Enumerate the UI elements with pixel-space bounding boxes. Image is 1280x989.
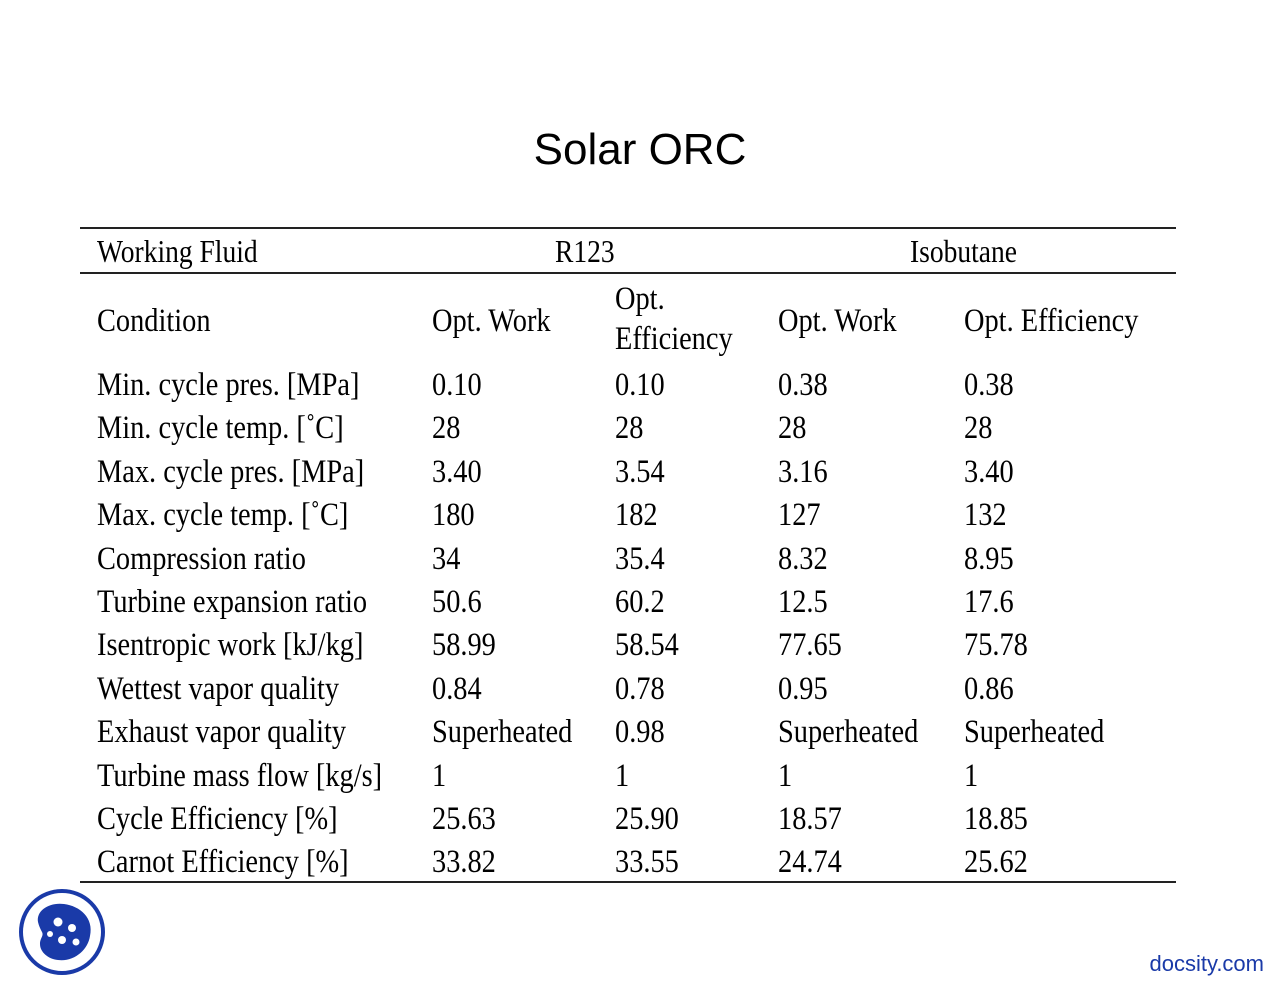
row-label: Max. cycle pres. [MPa]: [97, 453, 365, 490]
table-cell: 0.78: [615, 670, 665, 707]
table-cell: Superheated: [778, 714, 919, 751]
table-bottom-rule: [80, 881, 1176, 883]
table-cell: 0.84: [432, 670, 482, 707]
table-cell: 3.40: [432, 453, 482, 490]
table-cell: 180: [432, 497, 475, 534]
row-label: Exhaust vapor quality: [97, 714, 347, 751]
table-cell: 0.10: [432, 367, 482, 403]
table-cell: 18.57: [778, 801, 842, 837]
row-label: Cycle Efficiency [%]: [97, 801, 338, 837]
slide-title: Solar ORC: [533, 125, 747, 174]
row-label: Min. cycle temp. [˚C]: [97, 410, 344, 447]
table-cell: 12.5: [778, 584, 828, 620]
table-cell: 8.32: [778, 540, 828, 577]
row-label: Isentropic work [kJ/kg]: [97, 627, 364, 664]
condition-label: Condition: [97, 303, 211, 339]
table-cell: 28: [964, 410, 993, 447]
table-cell: 0.98: [615, 714, 665, 751]
table-cell: 0.10: [615, 367, 665, 403]
table-cell: 28: [778, 410, 807, 447]
table-cell: 25.63: [432, 801, 496, 837]
table-header-rule: [80, 272, 1176, 274]
table-cell: 25.90: [615, 801, 679, 837]
table-cell: 35.4: [615, 540, 665, 577]
row-label: Turbine mass flow [kg/s]: [97, 757, 383, 794]
group-header-r123: R123: [555, 233, 615, 269]
table-cell: 58.99: [432, 627, 496, 664]
docsity-logo-icon: [19, 889, 105, 975]
condition-isobutane-opt-efficiency: Opt. Efficiency: [964, 303, 1139, 339]
row-label: Wettest vapor quality: [97, 670, 340, 707]
working-fluid-header: Working Fluid: [97, 233, 258, 269]
table-cell: 24.74: [778, 844, 842, 881]
table-cell: 127: [778, 497, 821, 534]
table-cell: 182: [615, 497, 658, 534]
row-label: Compression ratio: [97, 540, 306, 577]
table-cell: 3.54: [615, 453, 665, 490]
table-cell: 33.55: [615, 844, 679, 881]
table-cell: 18.85: [964, 801, 1028, 837]
table-cell: 1: [778, 757, 793, 794]
row-label: Turbine expansion ratio: [97, 584, 368, 620]
table-cell: 60.2: [615, 584, 665, 620]
footer-brand: docsity.com: [1149, 951, 1264, 976]
table-cell: 0.86: [964, 670, 1014, 707]
table-cell: 25.62: [964, 844, 1028, 881]
table-cell: 3.16: [778, 453, 828, 490]
table-cell: 28: [432, 410, 461, 447]
table-cell: 50.6: [432, 584, 482, 620]
table-cell: 3.40: [964, 453, 1014, 490]
row-label: Carnot Efficiency [%]: [97, 844, 349, 881]
table-cell: 58.54: [615, 627, 679, 664]
condition-r123-opt-work: Opt. Work: [432, 303, 551, 339]
row-label: Max. cycle temp. [˚C]: [97, 497, 349, 534]
table-cell: Superheated: [432, 714, 573, 751]
table-top-rule: [80, 227, 1176, 229]
table-cell: 28: [615, 410, 644, 447]
condition-r123-opt-efficiency: Opt. Efficiency: [615, 279, 733, 359]
table-cell: 33.82: [432, 844, 496, 881]
table-cell: 0.95: [778, 670, 828, 707]
row-label: Min. cycle pres. [MPa]: [97, 367, 360, 403]
table-cell: 8.95: [964, 540, 1014, 577]
table-cell: 0.38: [964, 367, 1014, 403]
table-cell: 132: [964, 497, 1007, 534]
condition-isobutane-opt-work: Opt. Work: [778, 303, 897, 339]
table-cell: Superheated: [964, 714, 1105, 751]
condition-line: Efficiency: [615, 321, 733, 357]
table-cell: 77.65: [778, 627, 842, 664]
table-cell: 1: [964, 757, 979, 794]
table-cell: 1: [432, 757, 447, 794]
table-cell: 1: [615, 757, 630, 794]
condition-line: Opt.: [615, 281, 665, 317]
group-header-isobutane: Isobutane: [910, 233, 1017, 269]
table-cell: 17.6: [964, 584, 1014, 620]
table-cell: 75.78: [964, 627, 1028, 664]
table-cell: 0.38: [778, 367, 828, 403]
table-cell: 34: [432, 540, 461, 577]
